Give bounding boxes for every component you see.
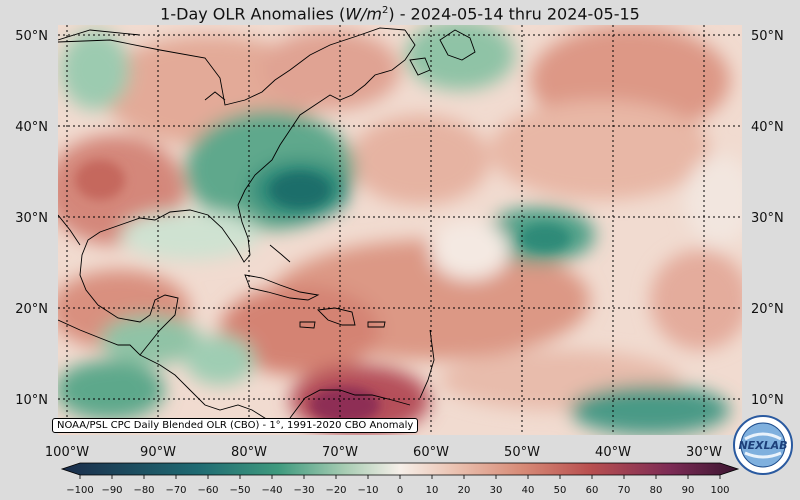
nexlab-logo[interactable]: NEXLAB bbox=[733, 415, 793, 475]
anomaly-field bbox=[58, 25, 742, 435]
colorbar-tick-label: −10 bbox=[357, 485, 378, 496]
lat-label: 30°N bbox=[751, 211, 784, 226]
lat-label: 10°N bbox=[751, 393, 784, 408]
lon-labels: 100°W 90°W 80°W 70°W 60°W 50°W 40°W 30°W bbox=[45, 445, 722, 460]
lon-label: 70°W bbox=[322, 445, 358, 460]
colorbar-tick-label: −20 bbox=[325, 485, 346, 496]
lon-label: 90°W bbox=[140, 445, 176, 460]
lat-label: 20°N bbox=[15, 302, 48, 317]
colorbar-tick-label: 60 bbox=[586, 485, 599, 496]
logo-text: NEXLAB bbox=[738, 439, 787, 452]
lon-label: 30°W bbox=[686, 445, 722, 460]
lat-label: 50°N bbox=[751, 29, 784, 44]
colorbar-tick-label: −90 bbox=[101, 485, 122, 496]
colorbar-tick-label: −60 bbox=[197, 485, 218, 496]
title-unit: W/m bbox=[345, 4, 382, 24]
colorbar-bar bbox=[60, 462, 740, 476]
graticule bbox=[58, 25, 742, 435]
colorbar-tick-label: −80 bbox=[133, 485, 154, 496]
title-prefix: 1-Day OLR Anomalies ( bbox=[160, 4, 346, 24]
colorbar-tick-label: −40 bbox=[261, 485, 282, 496]
colorbar-tick-label: 50 bbox=[554, 485, 567, 496]
colorbar-tick-label: 0 bbox=[397, 485, 403, 496]
colorbar-tick-label: −70 bbox=[165, 485, 186, 496]
colorbar-tick-label: 10 bbox=[426, 485, 439, 496]
lon-label: 60°W bbox=[413, 445, 449, 460]
colorbar: −100 −90 −80 −70 −60 −50 −40 −30 −20 −10 0 10 20 30 40… bbox=[60, 462, 740, 496]
lat-label: 40°N bbox=[751, 120, 784, 135]
colorbar-tick-label: 40 bbox=[522, 485, 535, 496]
title-unit-exponent: 2 bbox=[381, 5, 389, 16]
lat-label: 10°N bbox=[15, 393, 48, 408]
title-suffix: ) - 2024-05-14 thru 2024-05-15 bbox=[388, 4, 640, 24]
lon-label: 40°W bbox=[595, 445, 631, 460]
colorbar-ticks: −100 −90 −80 −70 −60 −50 −40 −30 −20 −10 0 10 20 30 40… bbox=[66, 475, 730, 496]
colorbar-tick-label: 100 bbox=[710, 485, 729, 496]
colorbar-tick-label: −30 bbox=[293, 485, 314, 496]
colorbar-tick-label: 30 bbox=[490, 485, 503, 496]
lat-label: 40°N bbox=[15, 120, 48, 135]
data-source-credit: NOAA/PSL CPC Daily Blended OLR (CBO) - 1… bbox=[52, 418, 419, 433]
lon-label: 50°W bbox=[504, 445, 540, 460]
colorbar-tick-label: 20 bbox=[458, 485, 471, 496]
lon-label: 80°W bbox=[231, 445, 267, 460]
lat-labels-right: 50°N 40°N 30°N 20°N 10°N bbox=[751, 29, 784, 408]
lat-label: 30°N bbox=[15, 211, 48, 226]
colorbar-tick-label: −100 bbox=[66, 485, 93, 496]
colorbar-tick-label: 80 bbox=[650, 485, 663, 496]
colorbar-tick-label: −50 bbox=[229, 485, 250, 496]
colorbar-tick-label: 70 bbox=[618, 485, 631, 496]
lon-label: 100°W bbox=[45, 445, 89, 460]
lat-label: 20°N bbox=[751, 302, 784, 317]
lat-labels-left: 50°N 40°N 30°N 20°N 10°N bbox=[15, 29, 48, 408]
lat-label: 50°N bbox=[15, 29, 48, 44]
map-title: 1-Day OLR Anomalies (W/m2) - 2024-05-14 … bbox=[0, 0, 800, 24]
colorbar-tick-label: 90 bbox=[682, 485, 695, 496]
